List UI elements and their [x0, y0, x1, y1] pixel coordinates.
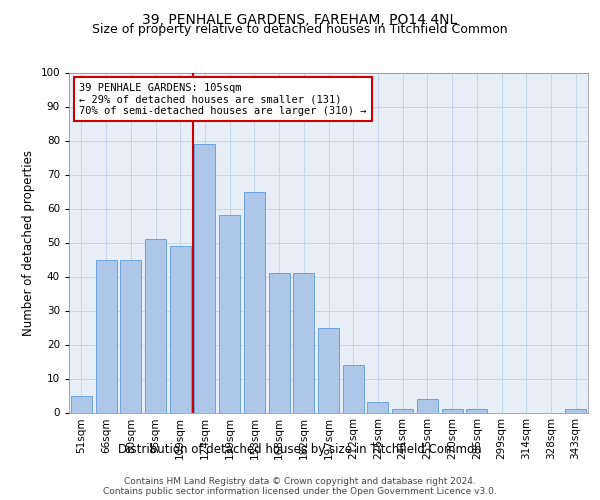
Bar: [95, 260, 116, 412]
Bar: [367, 402, 388, 412]
Bar: [244, 192, 265, 412]
Text: Size of property relative to detached houses in Titchfield Common: Size of property relative to detached ho…: [92, 22, 508, 36]
Bar: [392, 409, 413, 412]
Bar: [318, 328, 339, 412]
Text: 39, PENHALE GARDENS, FAREHAM, PO14 4NL: 39, PENHALE GARDENS, FAREHAM, PO14 4NL: [142, 12, 458, 26]
Bar: [565, 409, 586, 412]
Bar: [145, 239, 166, 412]
Text: Distribution of detached houses by size in Titchfield Common: Distribution of detached houses by size …: [118, 444, 482, 456]
Bar: [170, 246, 191, 412]
Bar: [120, 260, 141, 412]
Y-axis label: Number of detached properties: Number of detached properties: [22, 150, 35, 336]
Bar: [466, 409, 487, 412]
Bar: [343, 365, 364, 412]
Bar: [219, 216, 240, 412]
Bar: [71, 396, 92, 412]
Bar: [293, 273, 314, 412]
Bar: [442, 409, 463, 412]
Text: Contains HM Land Registry data © Crown copyright and database right 2024.: Contains HM Land Registry data © Crown c…: [124, 476, 476, 486]
Bar: [194, 144, 215, 412]
Text: Contains public sector information licensed under the Open Government Licence v3: Contains public sector information licen…: [103, 486, 497, 496]
Text: 39 PENHALE GARDENS: 105sqm
← 29% of detached houses are smaller (131)
70% of sem: 39 PENHALE GARDENS: 105sqm ← 29% of deta…: [79, 82, 367, 116]
Bar: [269, 273, 290, 412]
Bar: [417, 399, 438, 412]
